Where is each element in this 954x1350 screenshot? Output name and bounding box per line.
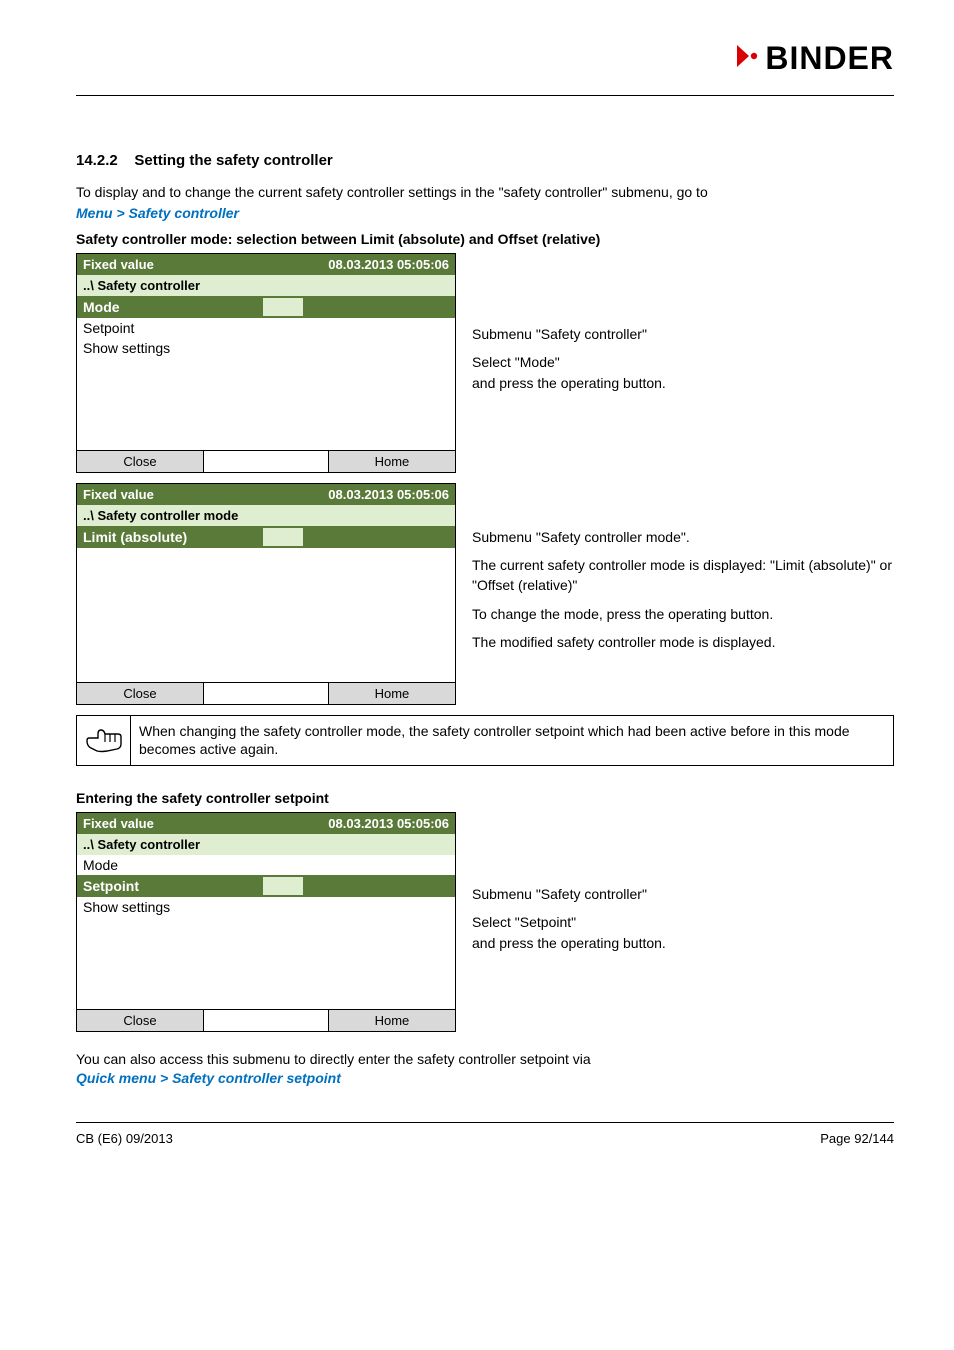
panel3-row-setpoint[interactable]: Setpoint: [77, 875, 455, 897]
intro-text: To display and to change the current saf…: [76, 183, 894, 203]
panel1-selection-box: [263, 298, 303, 316]
panel3-desc-l2: Select "Setpoint": [472, 912, 666, 932]
panel1-breadcrumb: ..\ Safety controller: [77, 275, 455, 296]
panel1-title: Fixed value: [83, 257, 154, 272]
panel2-desc-l1: Submenu "Safety controller mode".: [472, 527, 894, 547]
subhead-1: Safety controller mode: selection betwee…: [76, 231, 894, 247]
panel2-title: Fixed value: [83, 487, 154, 502]
panel3-description: Submenu "Safety controller" Select "Setp…: [456, 812, 666, 1032]
panel2-selection-box: [263, 528, 303, 546]
note-text: When changing the safety controller mode…: [131, 716, 893, 766]
panel3-row-mode[interactable]: Mode: [77, 855, 455, 875]
panel3-desc-l3: and press the operating button.: [472, 933, 666, 953]
panel3-title: Fixed value: [83, 816, 154, 831]
panel1-row-setpoint[interactable]: Setpoint: [77, 318, 455, 338]
panel-safety-controller: Fixed value 08.03.2013 05:05:06 ..\ Safe…: [76, 253, 456, 473]
panel1-row-mode-label: Mode: [83, 299, 263, 315]
section-heading: 14.2.2 Setting the safety controller: [76, 152, 894, 169]
panel1-description: Submenu "Safety controller" Select "Mode…: [456, 253, 666, 473]
panel2-close-button[interactable]: Close: [77, 682, 203, 704]
panel1-titlebar: Fixed value 08.03.2013 05:05:06: [77, 254, 455, 275]
panel3-timestamp: 08.03.2013 05:05:06: [328, 816, 449, 831]
panel3-mid-button: [203, 1009, 329, 1031]
panel1-row-mode[interactable]: Mode: [77, 296, 455, 318]
brand-logo: BINDER: [733, 40, 894, 77]
header-rule: [76, 95, 894, 96]
brand-chevron-icon: [733, 41, 761, 76]
footer-right: Page 92/144: [820, 1131, 894, 1146]
hand-pointing-icon: [77, 716, 131, 766]
panel1-desc-l3: and press the operating button.: [472, 373, 666, 393]
panel2-desc-l3: To change the mode, press the operating …: [472, 604, 894, 624]
panel2-mid-button: [203, 682, 329, 704]
panel1-row-show-settings[interactable]: Show settings: [77, 338, 455, 358]
intro-menu-path: Menu > Safety controller: [76, 205, 894, 221]
footer-rule: [76, 1122, 894, 1123]
section-title: Setting the safety controller: [134, 152, 332, 169]
outro-menu-path: Quick menu > Safety controller setpoint: [76, 1070, 894, 1086]
panel3-home-button[interactable]: Home: [329, 1009, 455, 1031]
panel3-close-button[interactable]: Close: [77, 1009, 203, 1031]
brand-header: BINDER: [76, 40, 894, 77]
panel2-desc-l2: The current safety controller mode is di…: [472, 555, 894, 596]
panel2-desc-l4: The modified safety controller mode is d…: [472, 632, 894, 652]
panel1-home-button[interactable]: Home: [329, 450, 455, 472]
panel2-description: Submenu "Safety controller mode". The cu…: [456, 483, 894, 705]
panel2-breadcrumb: ..\ Safety controller mode: [77, 505, 455, 526]
panel3-row-show-settings[interactable]: Show settings: [77, 897, 455, 917]
note-box: When changing the safety controller mode…: [76, 715, 894, 767]
panel3-spacer: [77, 917, 455, 1009]
panel3-row-setpoint-label: Setpoint: [83, 878, 263, 894]
section-number: 14.2.2: [76, 152, 118, 169]
panel2-home-button[interactable]: Home: [329, 682, 455, 704]
brand-name: BINDER: [765, 40, 894, 77]
panel1-desc-l2: Select "Mode": [472, 352, 666, 372]
panel3-titlebar: Fixed value 08.03.2013 05:05:06: [77, 813, 455, 834]
page-footer: CB (E6) 09/2013 Page 92/144: [76, 1122, 894, 1146]
panel2-row-limit-label: Limit (absolute): [83, 529, 263, 545]
panel3-desc-l1: Submenu "Safety controller": [472, 884, 666, 904]
panel1-desc-l1: Submenu "Safety controller": [472, 324, 666, 344]
panel1-close-button[interactable]: Close: [77, 450, 203, 472]
panel3-breadcrumb: ..\ Safety controller: [77, 834, 455, 855]
outro-text: You can also access this submenu to dire…: [76, 1050, 894, 1070]
panel3-selection-box: [263, 877, 303, 895]
panel-safety-controller-setpoint: Fixed value 08.03.2013 05:05:06 ..\ Safe…: [76, 812, 456, 1032]
panel1-timestamp: 08.03.2013 05:05:06: [328, 257, 449, 272]
panel2-spacer: [77, 548, 455, 682]
panel2-titlebar: Fixed value 08.03.2013 05:05:06: [77, 484, 455, 505]
panel-safety-controller-mode: Fixed value 08.03.2013 05:05:06 ..\ Safe…: [76, 483, 456, 705]
panel2-row-limit[interactable]: Limit (absolute): [77, 526, 455, 548]
subhead-2: Entering the safety controller setpoint: [76, 790, 894, 806]
panel1-mid-button: [203, 450, 329, 472]
footer-left: CB (E6) 09/2013: [76, 1131, 173, 1146]
panel1-spacer: [77, 358, 455, 450]
panel2-timestamp: 08.03.2013 05:05:06: [328, 487, 449, 502]
